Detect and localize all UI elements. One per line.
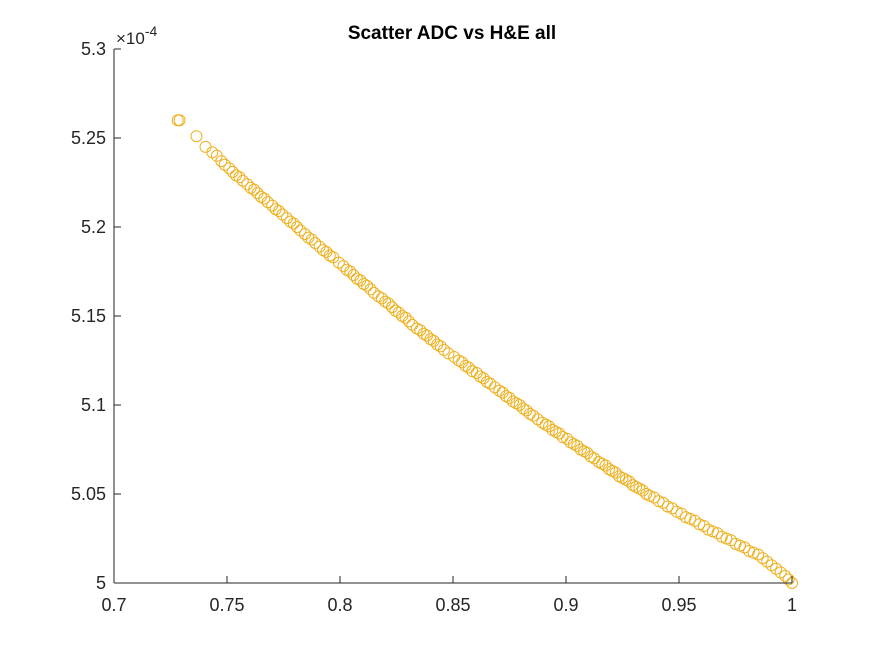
scatter-point (675, 507, 688, 520)
scatter-point (361, 279, 374, 292)
scatter-point (774, 566, 787, 579)
scatter-point (402, 315, 415, 328)
scatter-point (344, 265, 357, 278)
scatter-point (657, 496, 670, 509)
scatter-point (332, 256, 345, 269)
scatter-point (738, 541, 751, 554)
y-axis-ticks: 5 5.05 5.1 5.15 5.2 5.25 5.3 (71, 39, 121, 593)
scatter-point (385, 301, 398, 314)
scatter-point (513, 399, 526, 411)
scatter-point (648, 491, 661, 504)
scatter-point (462, 361, 475, 374)
scatter-point (287, 217, 300, 230)
scatter-point (347, 269, 360, 282)
y-tick-label: 5 (96, 573, 106, 593)
scatter-point (218, 158, 231, 171)
scatter-point (779, 569, 792, 582)
scatter-point (364, 283, 377, 296)
scatter-point (770, 562, 783, 575)
scatter-point (636, 484, 649, 497)
scatter-point (223, 162, 236, 175)
scatter-point (456, 356, 469, 369)
x-tick-label: 0.9 (553, 595, 578, 615)
y-tick-label: 5.15 (71, 306, 106, 326)
scatter-point (199, 140, 212, 153)
scatter-point (782, 573, 795, 586)
scatter-point (291, 221, 304, 233)
scatter-point (571, 439, 584, 452)
scatter-point (756, 552, 769, 565)
y-tick-label: 5.25 (71, 128, 106, 148)
scatter-point (477, 372, 490, 385)
scatter-point (206, 146, 219, 159)
x-tick-label: 0.95 (661, 595, 696, 615)
scatter-point (581, 447, 594, 460)
scatter-point (276, 208, 289, 221)
y-tick-label: 5.1 (81, 395, 106, 415)
scatter-point (609, 466, 622, 479)
scatter-point (434, 340, 447, 353)
scatter-point (305, 233, 318, 246)
scatter-point (437, 343, 450, 356)
scatter-point (697, 520, 710, 533)
scatter-point (173, 114, 186, 127)
scatter-point (414, 324, 427, 337)
y-tick-label: 5.2 (81, 217, 106, 237)
x-tick-label: 0.8 (327, 595, 352, 615)
scatter-point (761, 555, 774, 568)
scatter-point (215, 155, 228, 168)
y-axis-exponent-label: ×10-4 (116, 23, 158, 48)
y-tick-label: 5.3 (81, 39, 106, 59)
scatter-point (354, 274, 367, 287)
scatter-point (561, 432, 574, 445)
scatter-point (527, 409, 540, 422)
scatter-points-group (171, 114, 798, 589)
scatter-point (765, 559, 778, 572)
scatter-point (427, 334, 440, 347)
scatter-point (190, 130, 203, 143)
scatter-point (399, 311, 412, 324)
scatter-point (421, 329, 434, 342)
x-tick-label: 0.7 (101, 595, 126, 615)
scatter-point (599, 459, 612, 472)
scatter-point (496, 386, 509, 399)
scatter-point (251, 187, 264, 200)
scatter-point (666, 502, 679, 515)
scatter-point (294, 224, 307, 237)
x-tick-label: 0.85 (435, 595, 470, 615)
x-tick-label: 0.75 (209, 595, 244, 615)
scatter-point (309, 237, 322, 250)
scatter-point (320, 245, 333, 258)
scatter-point (623, 475, 636, 488)
scatter-point (484, 377, 497, 390)
scatter-point (470, 366, 483, 379)
scatter-point (520, 404, 533, 417)
scatter-point (553, 427, 566, 440)
chart-title: Scatter ADC vs H&E all (348, 23, 556, 44)
y-exponent-base: ×10 (116, 29, 145, 48)
scatter-point (392, 306, 405, 319)
scatter-point (261, 196, 274, 209)
scatter-point (543, 420, 556, 433)
scatter-point (248, 183, 261, 196)
scatter-point (272, 204, 285, 217)
scatter-point (752, 548, 765, 561)
scatter-point (724, 534, 737, 547)
scatter-point (503, 391, 516, 404)
scatter-point (688, 514, 701, 527)
y-exponent-power: -4 (145, 23, 158, 39)
y-tick-label: 5.05 (71, 484, 106, 504)
x-tick-label: 1 (787, 595, 797, 615)
scatter-point (375, 292, 388, 305)
scatter-point (711, 527, 724, 540)
scatter-point (382, 297, 395, 310)
axes (113, 49, 792, 584)
scatter-point (233, 171, 246, 184)
scatter-point (226, 165, 239, 178)
scatter-point (236, 174, 249, 187)
scatter-point (258, 192, 271, 205)
x-axis-ticks: 0.7 0.75 0.8 0.85 0.9 0.95 1 (101, 576, 797, 615)
